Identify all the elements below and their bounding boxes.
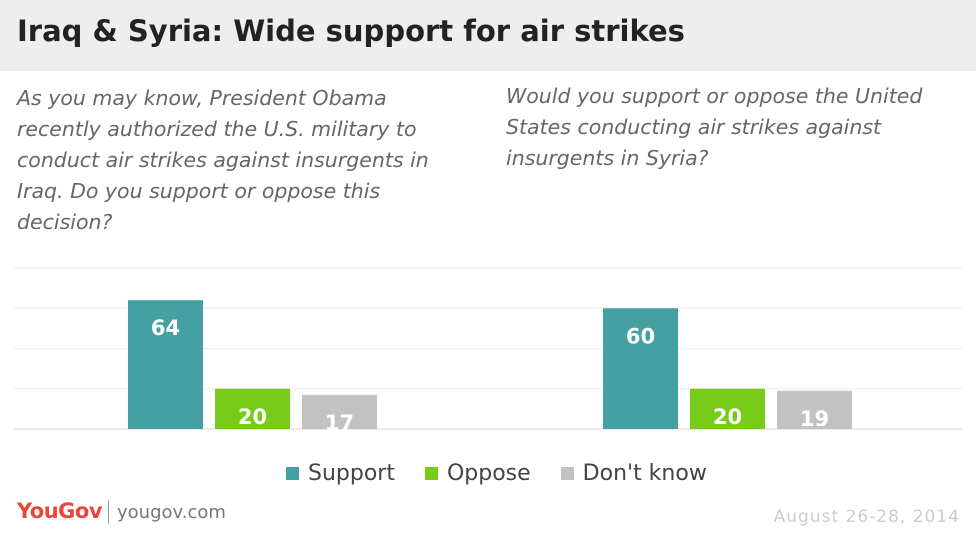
legend-item-support: Support xyxy=(286,461,395,486)
data-label-syria-support: 60 xyxy=(626,324,655,348)
title-bar: Iraq & Syria: Wide support for air strik… xyxy=(0,0,976,71)
bar-iraq-oppose xyxy=(215,388,290,429)
yougov-logo: YouGov xyxy=(17,499,103,523)
data-label-syria-dont-know: 19 xyxy=(800,407,829,431)
bar-iraq-dont-know xyxy=(302,394,377,429)
site-url: yougov.com xyxy=(117,502,226,523)
legend-item-dont-know: Don't know xyxy=(560,460,707,486)
legend-label-dont-know: Don't know xyxy=(582,460,707,486)
legend-swatch-support xyxy=(286,466,299,480)
legend: Support Oppose Don't know xyxy=(286,458,737,488)
survey-date: August 26-28, 2014 xyxy=(773,507,960,527)
data-label-syria-oppose: 20 xyxy=(713,405,742,429)
legend-swatch-dont-know xyxy=(560,466,574,480)
legend-swatch-oppose xyxy=(424,466,438,480)
chart-title: Iraq & Syria: Wide support for air strik… xyxy=(17,14,685,48)
bar-syria-oppose xyxy=(690,388,765,429)
data-label-iraq-oppose: 20 xyxy=(238,405,267,429)
logo-divider xyxy=(108,500,109,524)
legend-label-oppose: Oppose xyxy=(446,460,531,486)
bar-syria-dont-know xyxy=(777,390,852,429)
legend-label-support: Support xyxy=(308,460,395,486)
data-label-iraq-support: 64 xyxy=(151,316,180,340)
bar-iraq-support xyxy=(128,300,203,429)
data-label-iraq-dont-know: 17 xyxy=(325,411,354,435)
question-iraq: As you may know, President Obama recentl… xyxy=(17,86,429,234)
bar-syria-support xyxy=(603,308,678,429)
question-syria: Would you support or oppose the United S… xyxy=(506,84,923,170)
legend-item-oppose: Oppose xyxy=(424,460,531,486)
